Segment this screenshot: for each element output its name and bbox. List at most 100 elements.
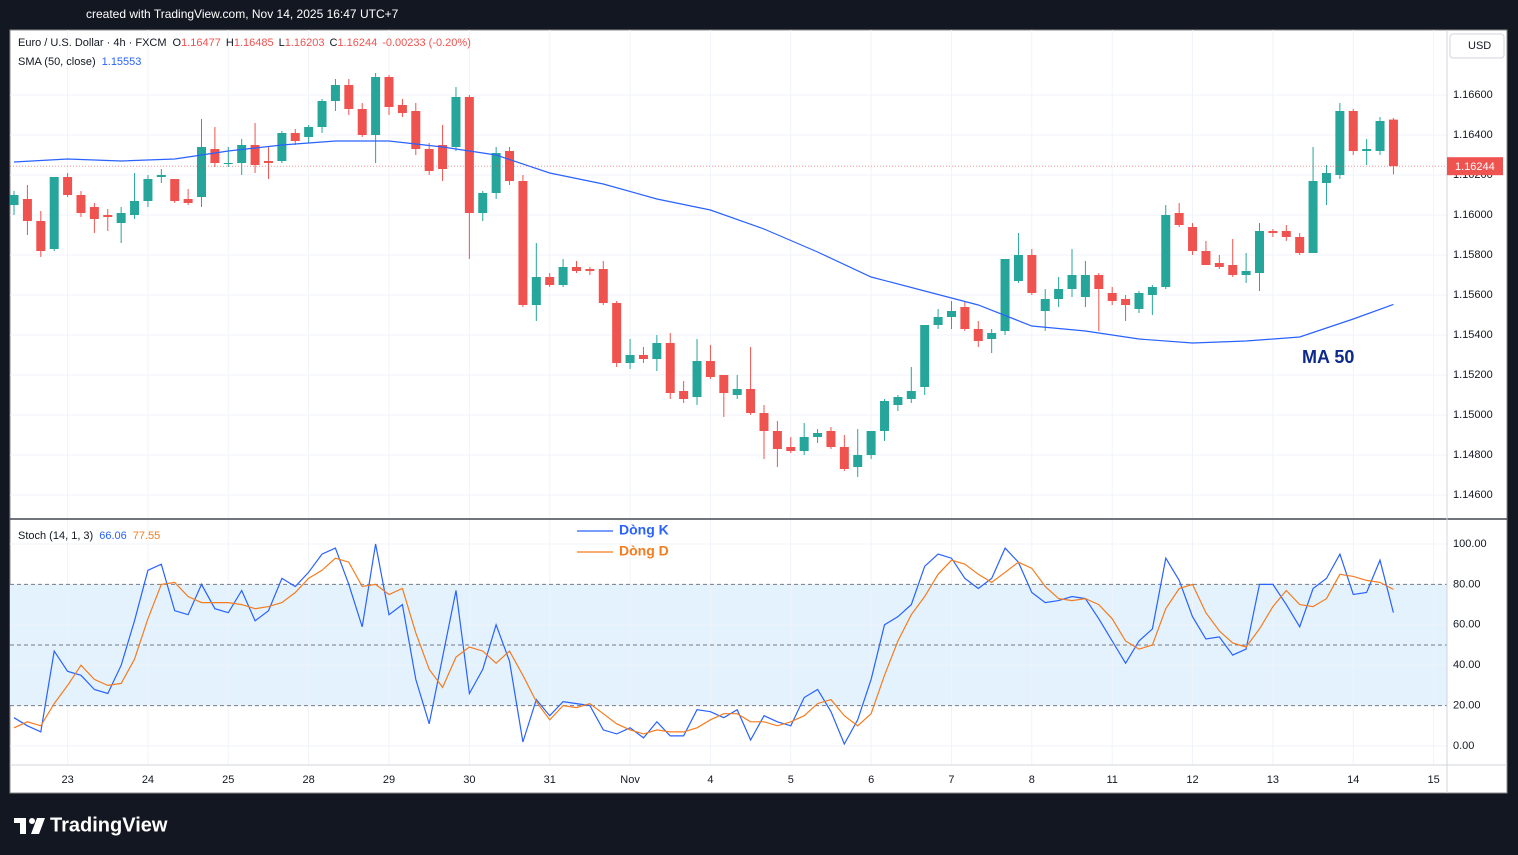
candle-body — [545, 277, 555, 285]
candle-body — [1067, 275, 1077, 289]
y-tick-label: 1.16600 — [1453, 89, 1493, 101]
x-tick-label: 4 — [707, 774, 713, 786]
last-price-label: 1.16244 — [1455, 161, 1495, 173]
candle-body — [679, 391, 689, 399]
candle-body — [987, 333, 997, 339]
stoch-line — [13, 543, 1394, 746]
x-tick-label: 25 — [222, 774, 234, 786]
x-tick-label: 14 — [1347, 774, 1359, 786]
ohlc-value: 1.16485 — [234, 37, 274, 49]
y-tick-label: 100.00 — [1453, 538, 1487, 550]
candle-body — [1107, 293, 1117, 301]
candle-body — [598, 269, 608, 303]
candle-body — [960, 307, 970, 329]
candle-body — [1134, 293, 1144, 309]
candle-body — [89, 207, 99, 219]
candle-body — [1027, 255, 1037, 293]
candle-body — [1174, 213, 1184, 225]
y-tick-label: 1.14600 — [1453, 489, 1493, 501]
x-tick-label: 24 — [142, 774, 154, 786]
x-tick-label: 6 — [868, 774, 874, 786]
candle-body — [692, 361, 702, 397]
candle-body — [304, 127, 314, 137]
candle-body — [1188, 227, 1198, 251]
candle-body — [772, 431, 782, 449]
change: -0.00233 (-0.20%) — [382, 37, 471, 49]
candle-body — [9, 195, 19, 205]
logo-shape — [29, 818, 35, 824]
ohlc-value: 1.16477 — [181, 37, 221, 49]
candle-body — [799, 437, 809, 451]
candle-body — [558, 267, 568, 285]
candle-body — [665, 343, 675, 393]
candle-body — [585, 269, 595, 271]
candle-body — [317, 101, 327, 127]
ohlc-prefix: L — [279, 37, 285, 49]
candle-body — [330, 85, 340, 101]
candle-body — [1214, 263, 1224, 267]
sma-title: SMA (50, close) — [18, 56, 96, 68]
y-tick-label: 1.15600 — [1453, 289, 1493, 301]
candle-body — [1228, 265, 1238, 275]
y-tick-label: 1.14800 — [1453, 449, 1493, 461]
annotation: MA 50 — [1302, 347, 1354, 367]
ohlc-value: 1.16244 — [337, 37, 377, 49]
x-tick-label: 28 — [303, 774, 315, 786]
symbol: Euro / U.S. Dollar · 4h · FXCM — [18, 37, 167, 49]
main-legend: Euro / U.S. Dollar · 4h · FXCM O1.16477 H1… — [18, 37, 471, 49]
candle-body — [571, 267, 581, 271]
y-tick-label: 1.15800 — [1453, 249, 1493, 261]
currency-button[interactable] — [1449, 33, 1505, 59]
candle-body — [478, 193, 488, 213]
candle-body — [1121, 299, 1131, 305]
candle-body — [652, 343, 662, 359]
candle-body — [197, 147, 207, 197]
candle-body — [1255, 231, 1265, 273]
candle-body — [130, 201, 140, 215]
stoch-d-value: 77.55 — [133, 530, 161, 542]
sma-line — [13, 140, 1394, 344]
x-tick-label: 15 — [1427, 774, 1439, 786]
stoch-legend: Stoch (14, 1, 3) 66.06 77.55 — [18, 530, 160, 542]
x-tick-label: 30 — [463, 774, 475, 786]
x-tick-label: 31 — [544, 774, 556, 786]
candle-body — [866, 431, 876, 455]
candle-body — [920, 325, 930, 387]
candle-body — [210, 149, 220, 163]
candle-body — [1054, 289, 1064, 299]
candle-body — [491, 153, 501, 193]
candle-body — [1375, 121, 1385, 151]
candle-body — [22, 199, 32, 221]
x-tick-label: 8 — [1029, 774, 1035, 786]
candle-body — [36, 221, 46, 251]
ohlc-prefix: H — [226, 37, 234, 49]
y-tick-label: 1.15000 — [1453, 409, 1493, 421]
logo-shape — [31, 818, 45, 834]
currency[interactable]: USD — [1468, 40, 1491, 52]
candle-body — [103, 215, 113, 217]
candle-body — [1013, 255, 1023, 281]
x-tick-label: 7 — [948, 774, 954, 786]
y-tick-label: 20.00 — [1453, 700, 1481, 712]
candle-body — [290, 133, 300, 141]
candle-body — [438, 145, 448, 169]
candle-body — [344, 85, 354, 109]
candle-body — [170, 179, 180, 201]
candle-body — [719, 375, 729, 393]
candle-body — [143, 179, 153, 201]
stoch-k-value: 66.06 — [99, 530, 127, 542]
candle-body — [1000, 259, 1010, 331]
y-tick-label: 1.15400 — [1453, 329, 1493, 341]
candle-body — [1094, 275, 1104, 289]
candle-body — [1335, 111, 1345, 175]
candle-body — [813, 433, 823, 437]
candle-body — [518, 181, 528, 305]
candle-body — [893, 397, 903, 405]
x-tick-label: Nov — [620, 774, 640, 786]
candle-body — [49, 177, 59, 249]
watermark: created with TradingView.com, Nov 14, 20… — [86, 7, 399, 21]
candle-body — [505, 151, 515, 181]
candle-body — [612, 303, 622, 363]
candle-body — [826, 431, 836, 447]
